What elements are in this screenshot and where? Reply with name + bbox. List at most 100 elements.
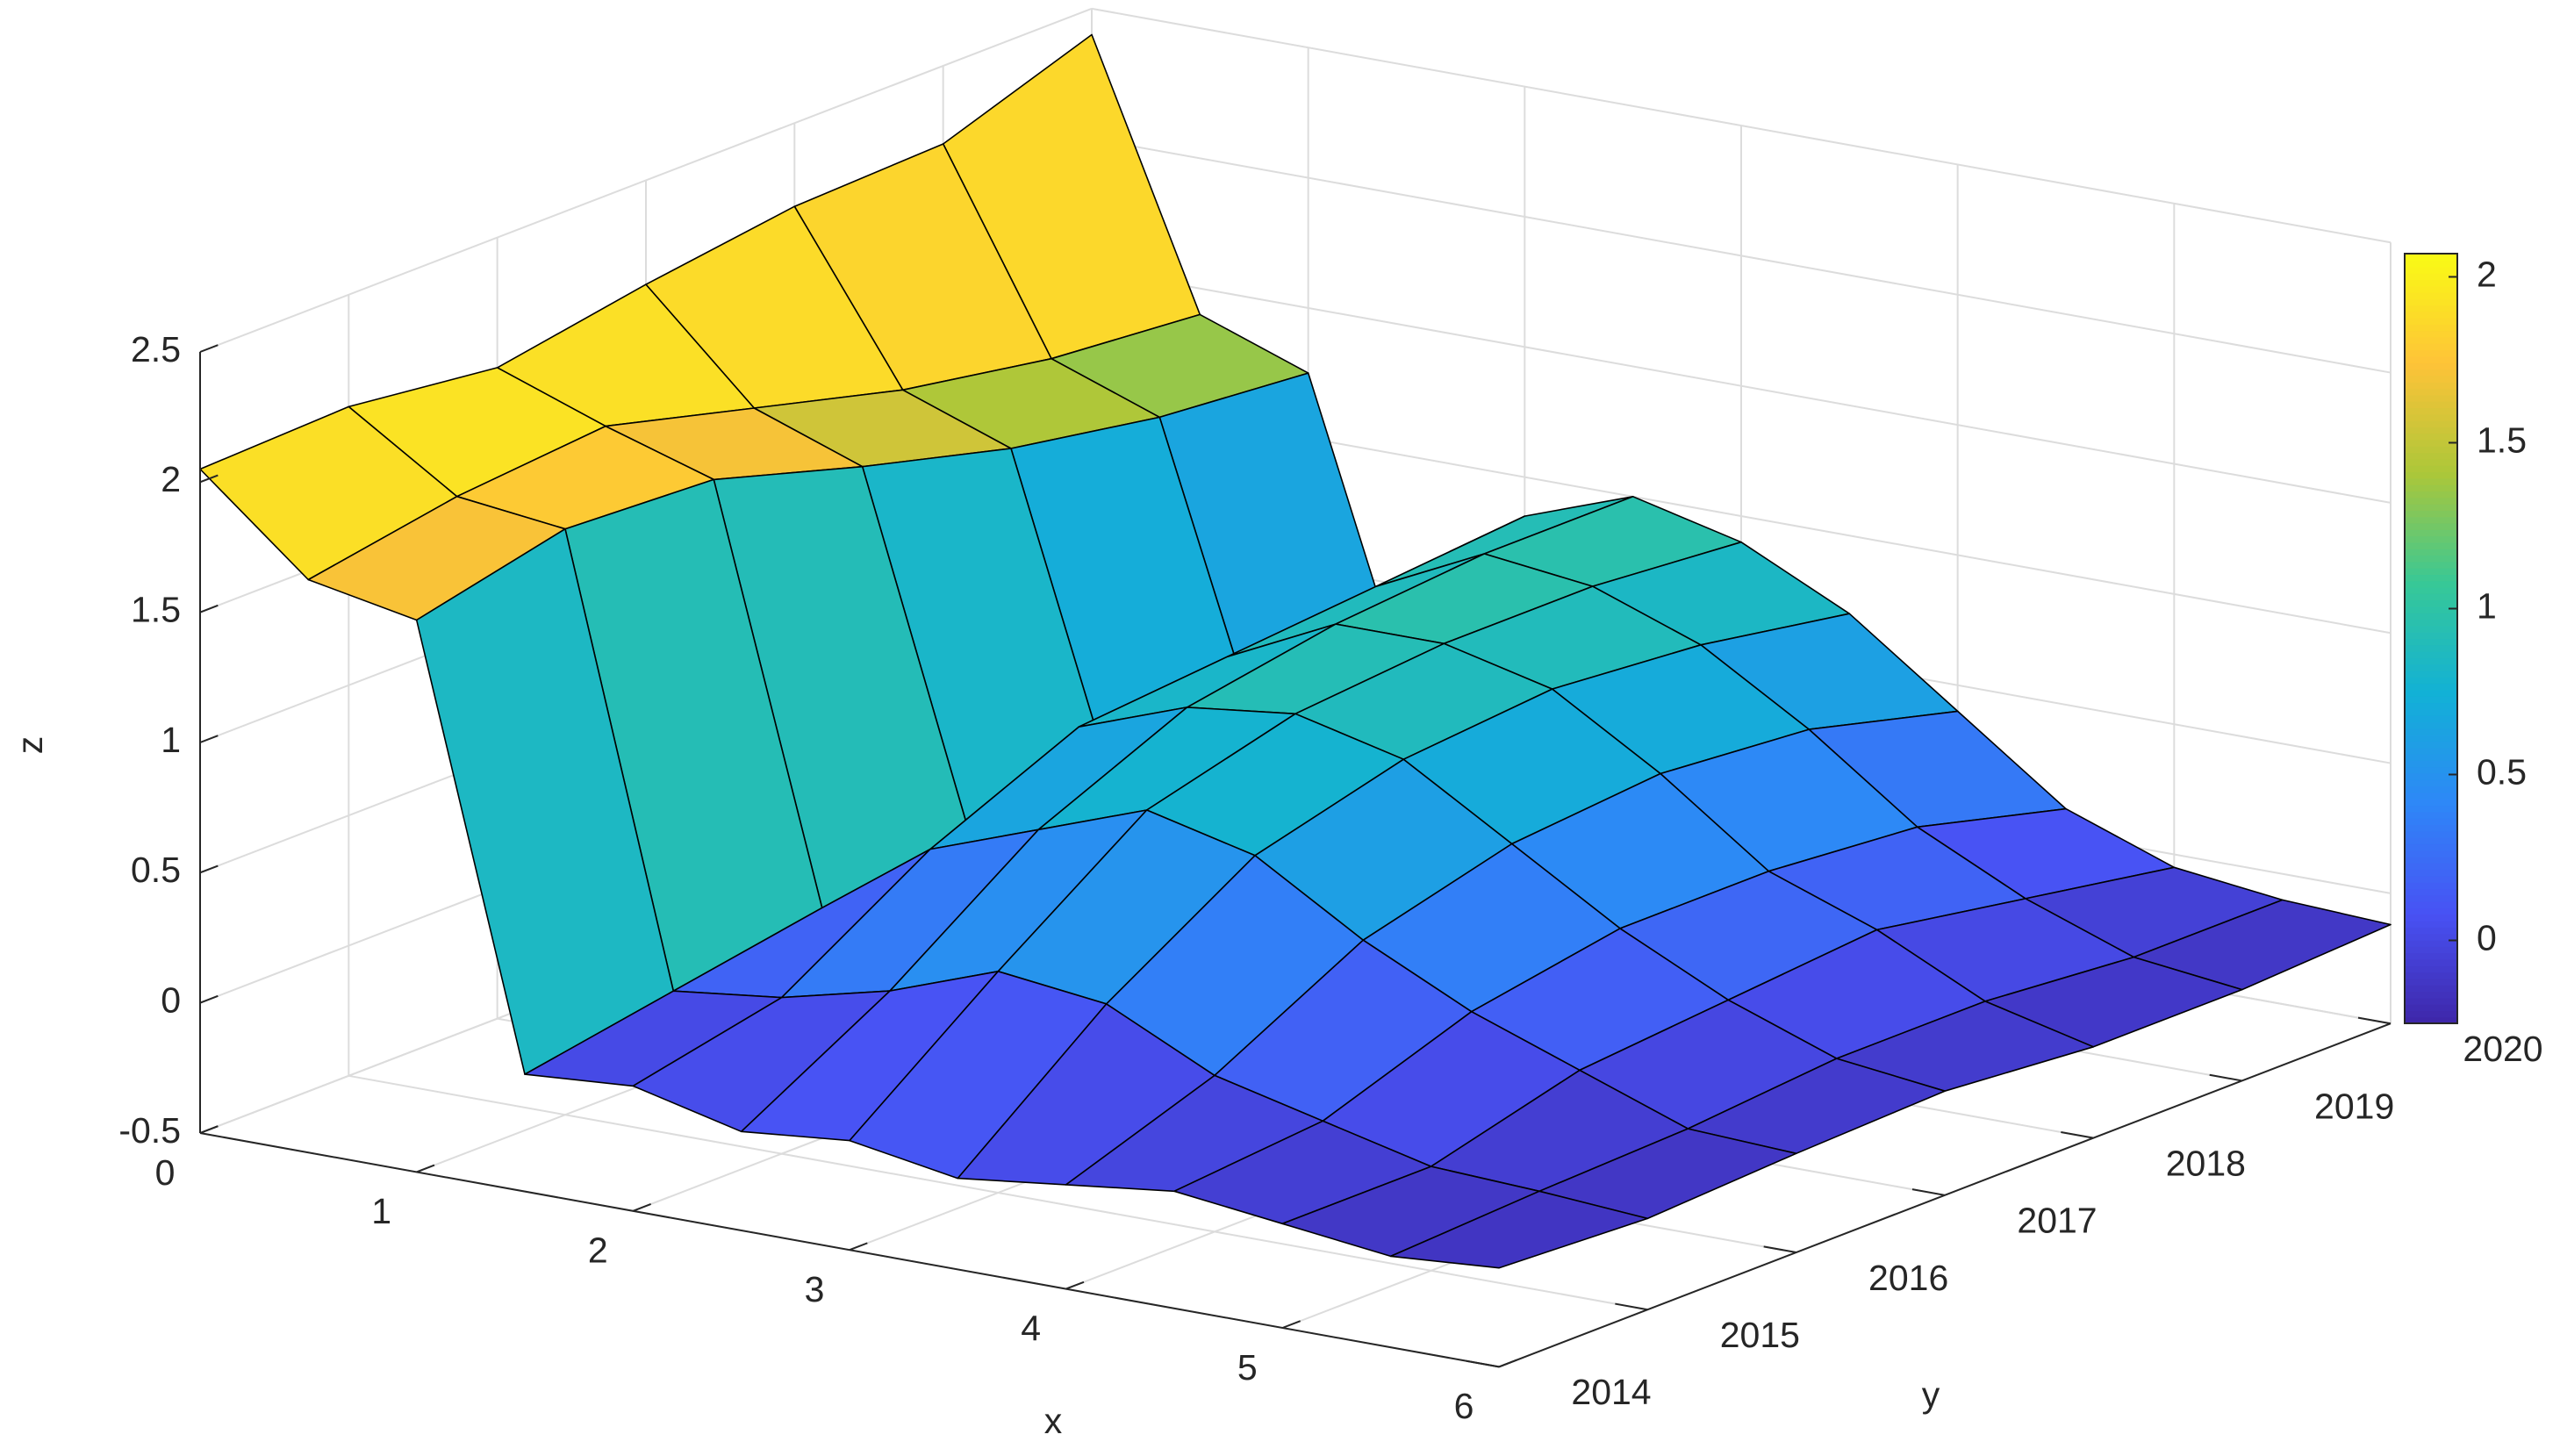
- colorbar-swatch: [2405, 311, 2457, 319]
- colorbar-swatch: [2405, 362, 2457, 370]
- colorbar-swatch: [2405, 972, 2457, 979]
- colorbar-swatch: [2405, 657, 2457, 665]
- y-tick: [2357, 1016, 2391, 1025]
- x-tick: [1281, 1320, 1302, 1329]
- colorbar-swatch: [2405, 933, 2457, 941]
- colorbar-swatch: [2405, 433, 2457, 441]
- colorbar-swatch: [2405, 651, 2457, 659]
- colorbar-swatch: [2405, 644, 2457, 652]
- y-tick-label: 2017: [2017, 1201, 2097, 1241]
- y-tick: [1763, 1245, 1796, 1253]
- colorbar-swatch: [2405, 997, 2457, 1005]
- colorbar-swatch: [2405, 869, 2457, 877]
- colorbar-swatch: [2405, 458, 2457, 466]
- z-tick: [199, 344, 219, 353]
- y-tick-label: 2018: [2166, 1143, 2246, 1183]
- colorbar-swatch: [2405, 484, 2457, 492]
- colorbar-swatch: [2405, 978, 2457, 986]
- colorbar-swatch: [2405, 587, 2457, 594]
- surface-layer: [199, 33, 2391, 1269]
- colorbar-swatch: [2405, 721, 2457, 729]
- colorbar-swatch: [2405, 382, 2457, 390]
- colorbar-swatch: [2405, 260, 2457, 268]
- colorbar-swatch: [2405, 580, 2457, 588]
- colorbar-swatch: [2405, 728, 2457, 735]
- colorbar-swatch: [2405, 946, 2457, 954]
- colorbar-swatch: [2405, 689, 2457, 697]
- colorbar-swatch: [2405, 599, 2457, 607]
- z-tick-label: 1: [161, 720, 181, 760]
- z-grid-line: [199, 7, 1093, 353]
- colorbar-swatch: [2405, 843, 2457, 851]
- y-tick-label: 2016: [1868, 1258, 1948, 1298]
- colorbar-swatch: [2405, 375, 2457, 383]
- colorbar-swatch: [2405, 369, 2457, 377]
- colorbar-swatch: [2405, 349, 2457, 357]
- colorbar-swatch: [2405, 343, 2457, 351]
- colorbar-swatch: [2405, 735, 2457, 742]
- colorbar-swatch: [2405, 882, 2457, 890]
- colorbar-swatch: [2405, 446, 2457, 454]
- colorbar-swatch: [2405, 337, 2457, 344]
- colorbar-swatch: [2405, 677, 2457, 685]
- colorbar-swatch: [2405, 754, 2457, 761]
- colorbar-swatch: [2405, 985, 2457, 993]
- colorbar-swatch: [2405, 696, 2457, 704]
- x-tick-label: 4: [1021, 1308, 1041, 1348]
- colorbar-swatch: [2405, 439, 2457, 447]
- colorbar-swatch: [2405, 266, 2457, 274]
- colorbar-swatch: [2405, 927, 2457, 935]
- colorbar-swatch: [2405, 907, 2457, 915]
- colorbar-swatch: [2405, 272, 2457, 280]
- colorbar-swatch: [2405, 619, 2457, 627]
- colorbar-swatch: [2405, 939, 2457, 947]
- colorbar-swatch: [2405, 663, 2457, 671]
- colorbar-swatch: [2405, 574, 2457, 582]
- x-axis-label: x: [1044, 1401, 1063, 1441]
- colorbar-swatch: [2405, 671, 2457, 678]
- colorbar-frame: [2404, 253, 2458, 1024]
- colorbar-swatch: [2405, 741, 2457, 749]
- y-tick: [1466, 1359, 1500, 1368]
- colorbar-swatch: [2405, 355, 2457, 363]
- colorbar-swatch: [2405, 760, 2457, 768]
- colorbar-swatch: [2405, 965, 2457, 973]
- colorbar-swatch: [2405, 785, 2457, 793]
- colorbar-swatch: [2405, 1010, 2457, 1018]
- colorbar-swatch: [2405, 427, 2457, 434]
- colorbar-swatch: [2405, 811, 2457, 819]
- colorbar-swatch: [2405, 888, 2457, 896]
- x-tick: [416, 1164, 435, 1173]
- z-tick: [199, 604, 219, 613]
- z-grid-line: [1091, 7, 2391, 244]
- colorbar-swatch: [2405, 914, 2457, 922]
- colorbar-swatch: [2405, 613, 2457, 620]
- colorbar-swatch: [2405, 632, 2457, 640]
- colorbar-swatch: [2405, 792, 2457, 800]
- z-tick: [199, 735, 219, 743]
- z-tick-label: 0: [161, 979, 181, 1020]
- colorbar-swatch: [2405, 952, 2457, 960]
- x-tick: [1498, 1359, 1517, 1368]
- colorbar-swatch: [2405, 901, 2457, 909]
- colorbar-swatch: [2405, 799, 2457, 807]
- colorbar-swatch: [2405, 254, 2457, 261]
- colorbar-swatch: [2405, 555, 2457, 563]
- z-tick: [199, 994, 219, 1004]
- colorbar-swatch: [2405, 510, 2457, 518]
- y-tick: [2209, 1073, 2242, 1082]
- colorbar-swatch: [2405, 568, 2457, 576]
- x-tick-label: 3: [805, 1269, 825, 1309]
- colorbar-swatch: [2405, 837, 2457, 844]
- z-tick-label: 1.5: [131, 589, 181, 629]
- colorbar-swatch: [2405, 772, 2457, 780]
- colorbar-swatch: [2405, 318, 2457, 325]
- z-grid-line: [1091, 268, 2391, 504]
- x-tick: [849, 1242, 868, 1252]
- x-tick: [632, 1203, 652, 1212]
- x-tick-label: 1: [371, 1191, 391, 1231]
- colorbar-swatch: [2405, 330, 2457, 338]
- colorbar-tick-label: 1: [2477, 585, 2497, 626]
- colorbar-swatch: [2405, 894, 2457, 902]
